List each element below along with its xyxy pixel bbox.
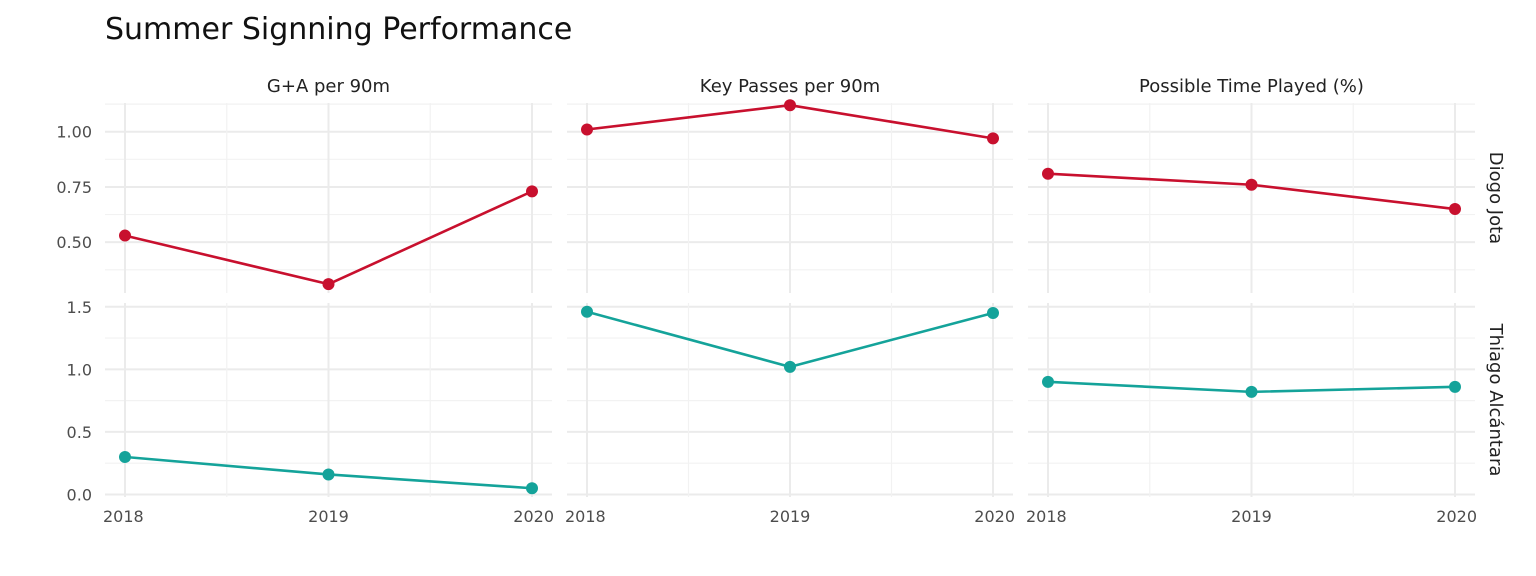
series-thiago-alcantara-possible-time-played <box>1042 375 1461 398</box>
data-point <box>1245 178 1258 191</box>
data-point <box>1042 167 1054 180</box>
y-tick-label: 1.00 <box>56 123 92 142</box>
data-point <box>526 482 538 495</box>
chart-title: Summer Signning Performance <box>105 12 572 47</box>
panel-grid <box>105 303 552 497</box>
facet-label-diogo-jota: Diogo Jota <box>1485 152 1506 244</box>
data-point <box>784 99 796 112</box>
y-tick-label: 1.5 <box>67 298 92 317</box>
series-thiago-alcantara-g-a-per-90m <box>119 450 538 495</box>
panel-grid <box>567 103 1013 293</box>
facet-label-thiago-alcantara: Thiago Alcántara <box>1485 323 1506 477</box>
x-tick-label: 2018 <box>103 507 144 526</box>
series-diogo-jota-g-a-per-90m <box>119 185 538 291</box>
facet-label-key-passes-per-90m: Key Passes per 90m <box>700 76 880 97</box>
data-point <box>322 278 335 291</box>
facet-label-g-a-per-90m: G+A per 90m <box>267 76 390 97</box>
x-tick-label: 2018 <box>1026 507 1067 526</box>
data-point <box>581 123 593 136</box>
facet-label-possible-time-played: Possible Time Played (%) <box>1139 76 1364 97</box>
x-tick-label: 2018 <box>565 507 606 526</box>
data-point <box>581 305 593 318</box>
panel-grid <box>567 303 1013 497</box>
x-tick-label: 2019 <box>308 507 349 526</box>
series-diogo-jota-possible-time-played <box>1042 167 1461 216</box>
x-tick-label: 2019 <box>1231 507 1272 526</box>
data-point <box>322 468 335 481</box>
y-tick-label: 0.75 <box>56 178 92 197</box>
series-thiago-alcantara-key-passes-per-90m <box>581 305 999 373</box>
panel-grid <box>1028 303 1475 497</box>
data-point <box>1449 203 1461 216</box>
data-point <box>987 132 999 145</box>
y-tick-label: 1.0 <box>67 360 92 379</box>
panel-grid <box>105 103 552 293</box>
y-tick-label: 0.50 <box>56 233 92 252</box>
data-point <box>987 307 999 320</box>
x-tick-label: 2020 <box>1436 507 1477 526</box>
facet-panels: G+A per 90m Key Passes per 90m Possible Ti… <box>56 76 1506 526</box>
y-tick-label: 0.0 <box>67 485 92 504</box>
series-diogo-jota-key-passes-per-90m <box>581 99 999 145</box>
panel-grid <box>1028 103 1475 293</box>
data-point <box>784 360 796 373</box>
y-tick-label: 0.5 <box>67 423 92 442</box>
data-point <box>526 185 538 198</box>
x-tick-label: 2020 <box>513 507 554 526</box>
data-point <box>119 229 131 242</box>
data-point <box>1449 380 1461 393</box>
data-point <box>119 450 131 463</box>
data-point <box>1245 385 1258 398</box>
x-tick-label: 2020 <box>974 507 1015 526</box>
x-tick-label: 2019 <box>770 507 811 526</box>
data-point <box>1042 375 1054 388</box>
